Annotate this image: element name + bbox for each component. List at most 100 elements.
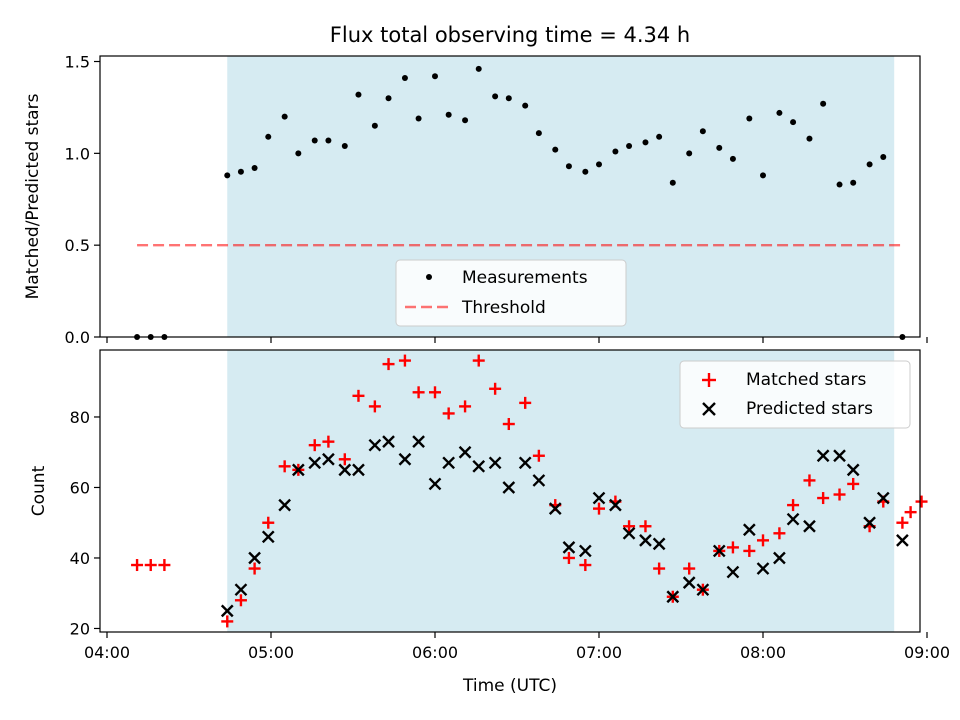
predicted-star-stroke-b [502,481,516,494]
matched-star-marker [131,559,144,572]
measurement-point [415,115,422,122]
top-y-tick-label: 0.5 [65,236,90,255]
bottom-x-tick-label: 04:00 [84,643,130,662]
top-y-tick-label: 0.0 [65,328,90,347]
measurement-point [850,179,857,186]
matched-star-marker [338,453,351,466]
predicted-star-stroke-b [472,459,486,473]
measurement-point [626,142,633,149]
measurement-point [642,139,649,146]
predicted-star-marker [712,544,726,558]
predicted-star-marker [803,519,816,533]
top-legend: Measurements Threshold [395,259,627,327]
top-y-tick-label: 1.0 [65,144,90,163]
predicted-star-stroke-b [488,456,502,470]
predicted-star-marker [532,474,546,487]
predicted-star-marker [846,463,860,477]
matched-star-marker [429,386,441,399]
matched-star-marker [532,449,545,462]
matched-star-marker [562,551,575,564]
measurement-point [295,150,302,157]
measurement-point [790,119,797,126]
predicted-star-stroke-b [458,445,472,459]
predicted-star-stroke-b [833,449,846,463]
predicted-star-stroke-b [518,456,532,470]
predicted-star-marker [578,544,592,558]
predicted-star-stroke-b [773,551,786,565]
predicted-star-stroke-b [562,541,576,554]
measurement-point [746,115,753,122]
matched-star-marker [234,594,247,607]
measurement-point [492,93,499,100]
matched-star-marker [352,389,365,402]
matched-star-marker [308,439,321,452]
bottom-y-tick-label: 20 [70,619,90,638]
measurement-point [401,75,408,82]
predicted-star-marker [502,481,516,494]
predicted-star-marker [666,590,680,604]
bottom-axes-frame [99,349,921,633]
matched-star-marker [519,396,532,409]
measurement-point [265,133,272,140]
matched-star-marker [278,460,291,473]
predicted-star-marker [833,449,846,463]
measurement-point [535,130,542,137]
bottom-y-tick-label: 40 [70,549,90,568]
matched-star-marker [442,407,455,420]
matched-star-marker [803,474,816,487]
predicted-star-marker [458,445,472,459]
measurement-point [760,172,766,179]
measurement-point [669,179,676,186]
top-panel: 0.0 0.5 1.0 1.5 Matched/Predicted stars Mea… [23,53,928,347]
predicted-star-stroke-b [532,474,546,487]
predicted-star-stroke-b [578,544,592,558]
legend-measurements-marker [426,274,432,280]
predicted-star-marker [442,456,456,470]
measurement-point [371,122,378,129]
measurement-point [565,163,572,170]
predicted-star-marker [398,452,412,466]
predicted-star-marker [863,516,876,530]
predicted-star-stroke-b [756,562,770,575]
predicted-star-stroke-b [696,583,710,597]
bottom-x-tick-label: 08:00 [740,643,786,662]
bottom-y-axis-label: Count [29,465,49,516]
matched-star-marker [262,516,275,529]
matched-star-marker [773,527,786,540]
predicted-star-stroke-b [786,512,800,526]
matched-star-marker [896,516,909,529]
predicted-star-stroke-b [308,456,322,470]
measurement-point [355,91,362,98]
predicted-star-marker [322,452,335,466]
legend-matched-label: Matched stars [746,370,866,390]
predicted-star-stroke-b [382,435,395,448]
measurements-points [134,65,906,340]
legend-predicted-marker [702,402,716,416]
predicted-star-marker [518,456,532,470]
matched-star-marker [144,559,157,572]
predicted-star-marker [756,562,770,575]
measurement-point [716,144,723,151]
bottom-y-axis-ticks: 20 40 60 80 [70,408,100,638]
predicted-star-marker [291,463,305,477]
predicted-star-marker [428,477,442,491]
top-y-tick-label: 1.5 [65,53,90,72]
matched-star-marker [833,488,846,501]
predicted-star-marker [248,551,261,565]
predicted-star-marker [609,498,622,512]
matched-star-marker [653,562,666,575]
matched-star-marker [623,520,636,533]
predicted-star-stroke-b [261,530,275,544]
measurement-point [612,148,619,155]
measurement-point [505,95,512,102]
matched-star-marker [757,534,769,547]
bottom-x-tick-label: 09:00 [904,643,950,662]
predicted-star-marker [786,512,800,526]
measurement-point [596,161,602,168]
predicted-star-stroke-b [816,449,830,463]
predicted-star-stroke-b [278,498,292,512]
matched-star-marker [158,559,171,572]
x-axis-label: Time (UTC) [462,676,557,696]
bottom-y-tick-label: 60 [70,478,90,497]
